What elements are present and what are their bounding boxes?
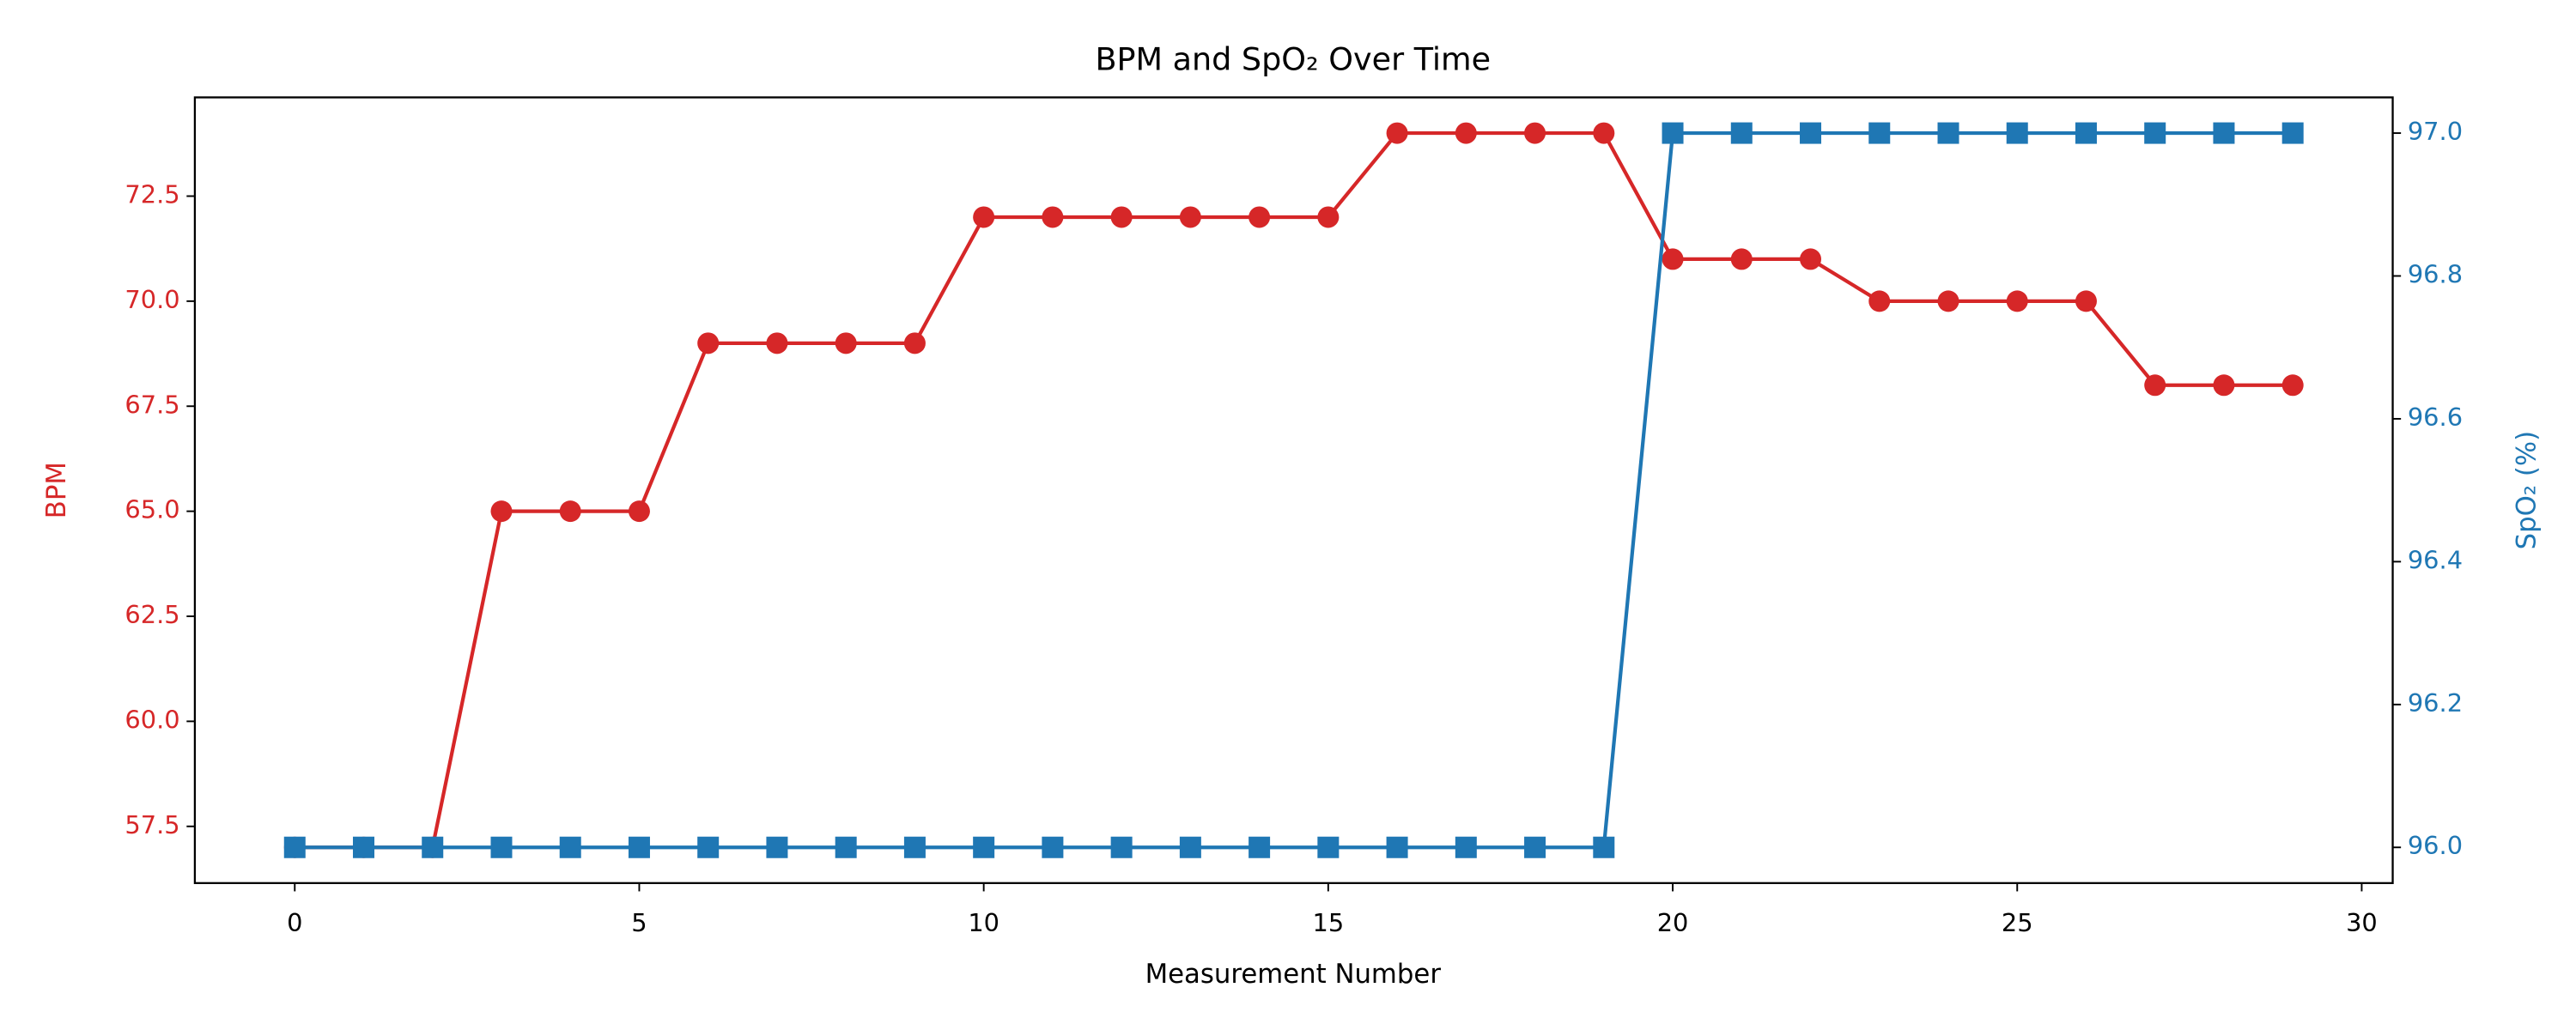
data-point (973, 836, 995, 858)
x-tick-label: 30 (2346, 908, 2378, 937)
data-point (835, 332, 857, 354)
y-tick-label: 70.0 (125, 285, 179, 314)
data-point (283, 836, 306, 858)
data-point (1524, 122, 1546, 144)
data-point (1800, 248, 1822, 270)
y-tick-label: 60.0 (125, 705, 179, 734)
y2-tick-label: 96.0 (2408, 831, 2463, 860)
data-point (1868, 290, 1891, 312)
data-point (422, 836, 444, 858)
data-point (766, 332, 788, 354)
data-point (490, 836, 513, 858)
data-point (2281, 374, 2304, 397)
data-point (2213, 122, 2235, 144)
y-tick-label: 65.0 (125, 495, 179, 524)
x-axis-label: Measurement Number (1145, 959, 1442, 990)
data-point (2006, 122, 2028, 144)
data-line (295, 130, 2293, 850)
y2-tick-label: 96.2 (2408, 688, 2463, 718)
data-point (2144, 122, 2166, 144)
data-point (490, 500, 513, 523)
y2-tick-label: 96.4 (2408, 545, 2463, 574)
x-tick-label: 25 (2002, 908, 2033, 937)
x-tick-label: 10 (968, 908, 999, 937)
x-tick-label: 0 (287, 908, 302, 937)
data-point (1110, 836, 1133, 858)
data-line (295, 130, 2293, 850)
y2-tick-label: 97.0 (2408, 117, 2463, 146)
data-point (1042, 206, 1064, 228)
data-point (1868, 122, 1891, 144)
data-point (903, 332, 926, 354)
y-axis-label: BPM (41, 462, 72, 518)
data-point (1455, 836, 1477, 858)
x-tick-label: 20 (1657, 908, 1689, 937)
data-point (1937, 122, 1959, 144)
x-tick-label: 5 (631, 908, 647, 937)
data-point (1455, 122, 1477, 144)
data-point (1662, 248, 1684, 270)
x-tick-label: 15 (1313, 908, 1345, 937)
data-point (1110, 206, 1133, 228)
data-point (1524, 836, 1546, 858)
data-point (835, 836, 857, 858)
data-point (1317, 836, 1340, 858)
data-point (1662, 122, 1684, 144)
data-point (2144, 374, 2166, 397)
data-point (1386, 122, 1408, 144)
y2-axis-label: SpO₂ (%) (2512, 431, 2543, 550)
data-point (973, 206, 995, 228)
data-point (1317, 206, 1340, 228)
data-point (2075, 290, 2097, 312)
data-point (559, 836, 581, 858)
data-point (1730, 248, 1753, 270)
data-point (697, 836, 720, 858)
data-point (1730, 122, 1753, 144)
data-point (766, 836, 788, 858)
y-tick-label: 62.5 (125, 600, 179, 629)
data-point (1937, 290, 1959, 312)
data-point (559, 500, 581, 523)
data-point (903, 836, 926, 858)
y-tick-label: 57.5 (125, 810, 179, 839)
data-point (628, 500, 650, 523)
y-tick-label: 72.5 (125, 179, 179, 209)
data-point (1042, 836, 1064, 858)
data-point (1800, 122, 1822, 144)
data-point (353, 836, 375, 858)
data-point (1593, 836, 1615, 858)
data-point (2213, 374, 2235, 397)
data-point (1249, 836, 1271, 858)
y2-tick-label: 96.8 (2408, 260, 2463, 289)
y-tick-label: 67.5 (125, 390, 179, 419)
data-point (1179, 836, 1201, 858)
y2-tick-label: 96.6 (2408, 403, 2463, 432)
data-point (1386, 836, 1408, 858)
data-point (697, 332, 720, 354)
chart-title: BPM and SpO₂ Over Time (1095, 41, 1491, 78)
data-point (2006, 290, 2028, 312)
data-point (628, 836, 650, 858)
data-point (1249, 206, 1271, 228)
data-point (2075, 122, 2097, 144)
data-point (1593, 122, 1615, 144)
data-point (1179, 206, 1201, 228)
data-point (2281, 122, 2304, 144)
plot-frame (193, 96, 2394, 884)
